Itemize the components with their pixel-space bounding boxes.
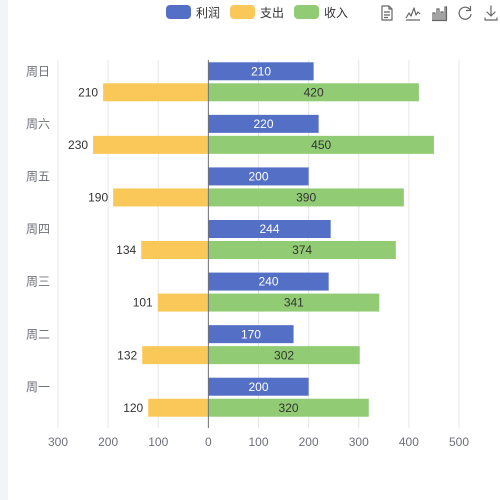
bar-profit (208, 220, 331, 238)
bar-expense (113, 188, 209, 207)
data-label-expense: 132 (117, 348, 137, 362)
legend-item-profit[interactable]: 利润 (166, 4, 220, 21)
x-tick-label: 200 (98, 435, 118, 449)
data-label-income: 390 (296, 191, 316, 205)
data-label-profit: 220 (253, 117, 273, 131)
restore-icon[interactable] (456, 4, 474, 22)
bar-chart-icon[interactable] (430, 4, 448, 22)
bar-profit (208, 325, 294, 344)
bar-expense (93, 135, 209, 154)
data-label-expense: 190 (88, 191, 108, 205)
data-label-profit: 210 (251, 64, 271, 78)
bar-profit (208, 377, 309, 396)
bar-income (208, 83, 419, 102)
data-label-profit: 200 (248, 170, 268, 184)
data-label-income: 374 (292, 243, 312, 257)
bar-profit (208, 167, 309, 186)
x-tick-label: 100 (248, 435, 268, 449)
bar-income (208, 398, 369, 417)
bar-expense (157, 293, 209, 312)
legend-label-expense: 支出 (260, 5, 285, 20)
y-category-label: 周三 (26, 275, 50, 289)
line-chart-icon[interactable] (404, 4, 422, 22)
legend-swatch-income (294, 5, 320, 19)
legend-label-profit: 利润 (196, 5, 221, 20)
y-category-label: 周一 (26, 380, 50, 394)
data-view-icon[interactable] (378, 4, 396, 22)
y-category-label: 周四 (26, 222, 50, 236)
bar-expense (142, 346, 209, 365)
bar-income (208, 346, 360, 365)
y-category-label: 周日 (26, 64, 50, 78)
chart-toolbox (378, 4, 500, 22)
data-label-expense: 120 (123, 401, 143, 415)
x-tick-label: 300 (349, 435, 369, 449)
data-label-profit: 244 (260, 222, 280, 236)
legend-swatch-profit (166, 5, 191, 19)
data-label-income: 420 (304, 85, 324, 99)
legend-label-income: 收入 (324, 5, 349, 20)
left-panel-strip (0, 0, 8, 500)
data-label-expense: 210 (78, 85, 98, 99)
x-tick-label: 500 (449, 435, 469, 449)
data-label-income: 302 (274, 348, 294, 362)
bar-expense (141, 241, 209, 259)
bar-expense (148, 398, 209, 417)
legend-item-income[interactable]: 收入 (294, 4, 348, 21)
data-label-income: 450 (311, 138, 331, 152)
bar-income (208, 188, 404, 207)
y-category-label: 周六 (26, 117, 50, 131)
x-tick-label: 300 (48, 435, 68, 449)
bar-income (208, 241, 396, 259)
bar-income (208, 135, 434, 154)
bar-income (208, 293, 380, 312)
legend-item-expense[interactable]: 支出 (230, 4, 284, 21)
bar-profit (208, 272, 329, 291)
bar-profit (208, 114, 319, 133)
legend-swatch-expense (230, 5, 256, 19)
data-label-expense: 134 (116, 243, 136, 257)
x-tick-label: 0 (205, 435, 212, 449)
y-category-label: 周五 (26, 170, 50, 184)
data-label-expense: 230 (68, 138, 88, 152)
data-label-income: 320 (279, 401, 299, 415)
data-label-income: 341 (284, 296, 304, 310)
data-label-profit: 170 (241, 327, 261, 341)
x-tick-label: 200 (299, 435, 319, 449)
bar-expense (103, 83, 209, 102)
data-label-expense: 101 (133, 296, 153, 310)
bar-profit (208, 62, 314, 81)
save-image-icon[interactable] (482, 4, 500, 22)
data-label-profit: 200 (248, 380, 268, 394)
chart-legend: 利润 支出 收入 (166, 3, 348, 21)
x-tick-label: 400 (399, 435, 419, 449)
data-label-profit: 240 (259, 275, 279, 289)
x-tick-label: 100 (148, 435, 168, 449)
y-category-label: 周二 (26, 327, 50, 341)
